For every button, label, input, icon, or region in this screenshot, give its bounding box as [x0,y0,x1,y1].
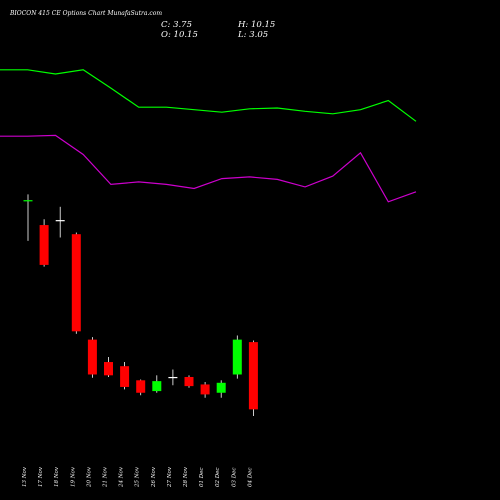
x-tick-label: 28 Nov [183,466,189,488]
x-tick-label: 03 Dec [231,468,237,488]
x-tick-label: 13 Nov [22,466,28,487]
ma-slow-line [0,134,417,203]
candle [120,362,130,390]
candle [104,357,113,377]
candle-body [23,200,33,202]
x-tick-label: 25 Nov [135,466,141,488]
candle [152,375,162,393]
candle-body [87,339,97,375]
candle [248,340,258,416]
candle-body [55,220,65,222]
ma-fast-line [0,69,417,122]
candle [136,379,146,396]
chart-title: BIOCON 415 CE Options Chart MunafaSutra.… [9,10,162,17]
candle-body [39,225,49,265]
high-value: H: 10.15 [237,20,275,30]
candle [168,369,178,386]
x-tick-label: 04 Dec [247,468,253,488]
x-tick-label: 02 Dec [215,468,221,488]
x-tick-label: 19 Nov [70,466,76,487]
x-tick-label: 21 Nov [103,466,109,488]
candle-body [136,380,146,393]
x-tick-label: 18 Nov [54,466,60,487]
candle-body [200,384,210,395]
x-tick-label: 20 Nov [86,466,92,488]
candle [184,375,194,388]
close-value: C: 3.75 [161,20,192,30]
low-value: L: 3.05 [237,30,268,40]
candle [232,335,242,379]
candle-body [120,366,130,387]
candles [23,194,258,416]
candle [87,337,97,378]
candle [216,380,226,398]
candle [200,381,210,398]
candle-body [248,342,258,410]
moving-averages [0,69,417,203]
open-value: O: 10.15 [161,30,198,40]
x-tick-label: 24 Nov [119,466,125,488]
x-axis: 13 Nov 17 Nov 18 Nov 19 Nov 20 Nov 21 Nov 24 N… [22,466,253,488]
candle-body [168,376,178,379]
candle-body [216,382,226,393]
candle-body [232,339,242,375]
candle [23,194,33,241]
x-tick-label: 01 Dec [199,468,205,488]
candle-body [152,381,162,392]
x-tick-label: 26 Nov [151,466,157,488]
candle-body [184,376,194,387]
candle-body [104,362,113,376]
candle-body [71,234,81,332]
candle [71,232,81,334]
candle [55,206,65,238]
x-tick-label: 27 Nov [167,466,173,488]
x-tick-label: 17 Nov [38,466,44,487]
candle [39,219,49,267]
